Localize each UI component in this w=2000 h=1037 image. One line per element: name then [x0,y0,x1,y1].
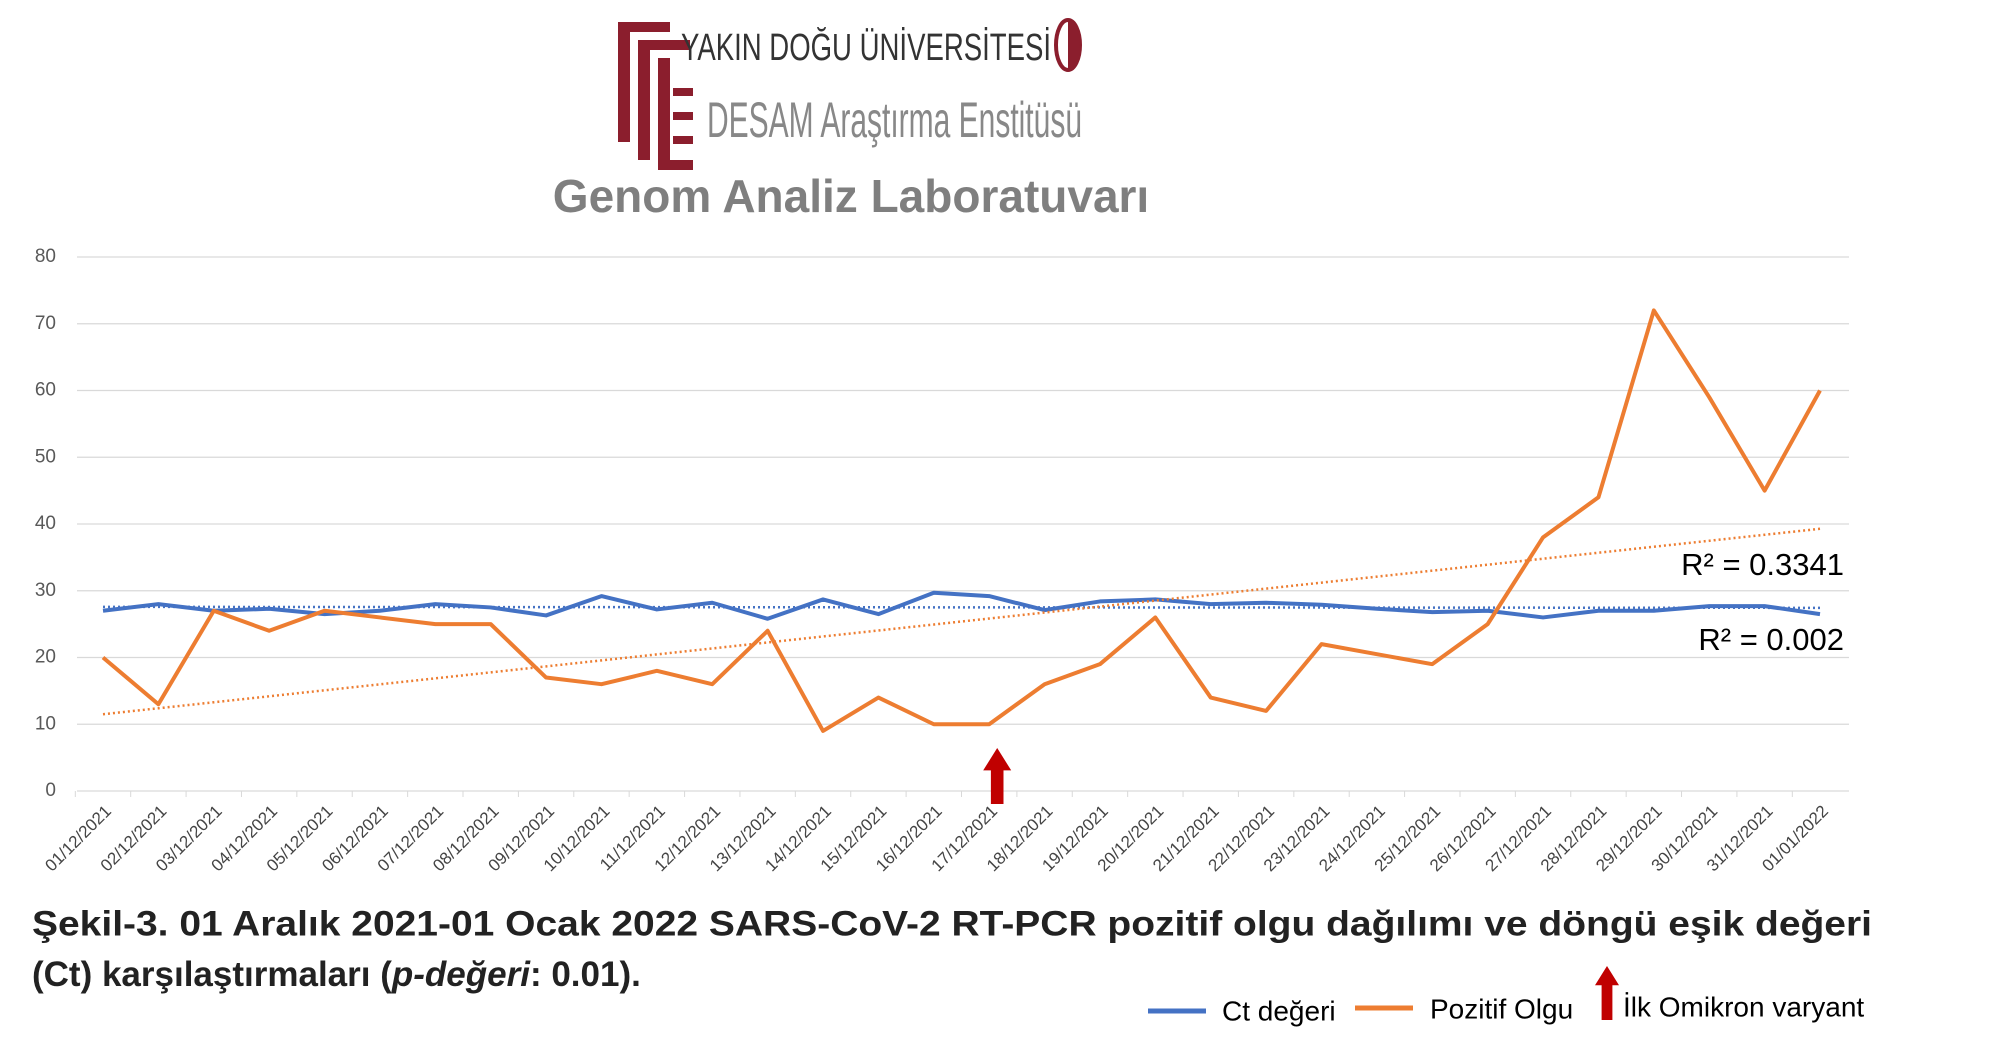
y-tick-label: 20 [35,647,56,668]
caption-line: (Ct) karşılaştırmaları (p-değeri: 0.01). [32,955,641,994]
lab-title: Genom Analiz Laboratuvarı [553,170,1149,222]
series-line [102,590,1821,621]
y-tick-label: 30 [35,580,56,601]
y-tick-label: 60 [35,380,56,401]
y-tick-label: 40 [35,513,56,534]
caption-text: (Ct) karşılaştırmaları ( [32,955,392,994]
logo-mark [618,18,1082,170]
caption-text: : 0.01). [530,955,641,994]
legend-label: Pozitif Olgu [1430,993,1573,1024]
caption-line: Şekil-3. 01 Aralık 2021-01 Ocak 2022 SAR… [32,904,1872,943]
r2-label: R² = 0.002 [1698,622,1844,657]
series-line [101,308,1822,733]
y-tick-label: 0 [45,780,56,801]
trendline [102,527,1821,716]
y-tick-label: 80 [35,246,56,267]
y-tick-label: 70 [35,313,56,334]
trendline [102,605,1821,610]
legend-label: Ct değeri [1222,995,1336,1026]
university-name: YAKIN DOĞU ÜNİVERSİTESİ [681,25,1051,69]
legend-arrow [1595,966,1619,1020]
institute-name: DESAM Araştırma Enstitüsü [707,92,1082,148]
caption-text: p-değeri [391,955,531,994]
legend-label: İlk Omikron varyant [1623,991,1864,1022]
y-tick-label: 50 [35,446,56,467]
r2-label: R² = 0.3341 [1681,547,1844,582]
omicron-arrow [983,748,1012,804]
y-tick-label: 10 [35,713,56,734]
